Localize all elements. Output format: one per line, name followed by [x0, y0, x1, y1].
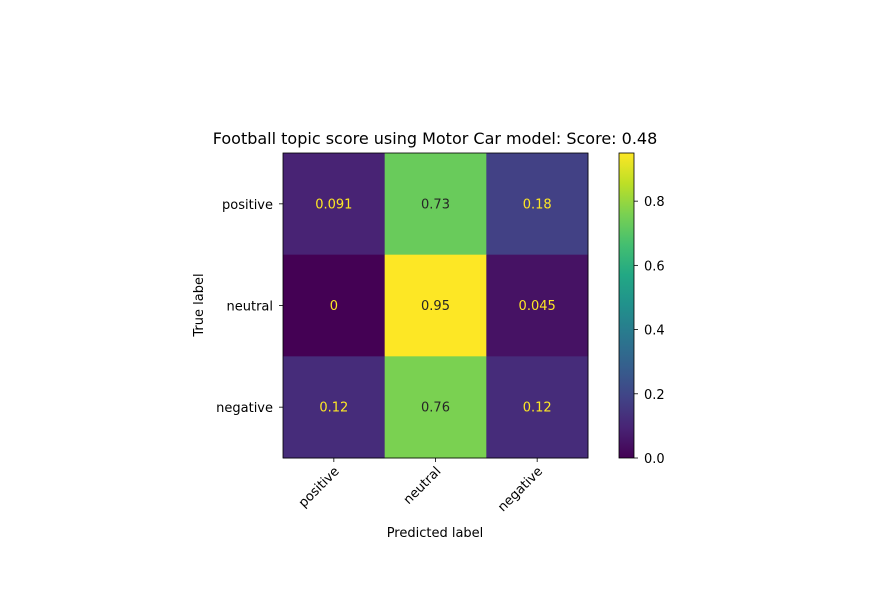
- heatmap-cell: [283, 254, 386, 357]
- x-tick-label: neutral: [401, 464, 444, 507]
- x-axis-label: Predicted label: [387, 526, 484, 541]
- cell-value-label: 0.18: [523, 197, 552, 212]
- y-tick-label: neutral: [227, 300, 274, 315]
- colorbar-tick-label: 0.2: [644, 388, 665, 403]
- heatmap-cell: [384, 153, 487, 256]
- x-axis-ticks: positive neutral negative: [296, 458, 546, 515]
- cell-value-labels: 0.091 0.73 0.18 0 0.95 0.045 0.12 0.76 0.12: [315, 197, 556, 415]
- cell-value-label: 0.045: [519, 299, 556, 314]
- cell-value-label: 0.091: [315, 197, 352, 212]
- colorbar: [619, 153, 634, 458]
- y-tick-label: positive: [222, 198, 273, 213]
- cell-value-label: 0.73: [421, 197, 450, 212]
- y-axis-label: True label: [192, 273, 207, 337]
- heatmap-cell: [283, 356, 386, 459]
- y-axis-ticks: positive neutral negative: [216, 198, 283, 416]
- heatmap-cell: [486, 153, 589, 256]
- colorbar-ticks: 0.0 0.2 0.4 0.6 0.8: [634, 195, 665, 467]
- heatmap-cells: [283, 153, 589, 459]
- colorbar-tick-label: 0.0: [644, 452, 665, 467]
- chart-title: Football topic score using Motor Car mod…: [213, 129, 658, 148]
- heatmap-cell: [384, 356, 487, 459]
- cell-value-label: 0.12: [523, 401, 552, 416]
- heatmap-cell: [486, 356, 589, 459]
- x-tick-label: negative: [495, 464, 546, 515]
- colorbar-tick-label: 0.6: [644, 259, 665, 274]
- colorbar-frame: [618, 152, 635, 459]
- heatmap-cell: [384, 254, 487, 357]
- cell-value-label: 0.95: [421, 299, 450, 314]
- cell-value-label: 0.12: [319, 401, 348, 416]
- cell-value-label: 0.76: [421, 401, 450, 416]
- heatmap-cell: [486, 254, 589, 357]
- heatmap-cell: [283, 153, 386, 256]
- colorbar-tick-label: 0.8: [644, 195, 665, 210]
- colorbar-tick-label: 0.4: [644, 324, 665, 339]
- y-tick-label: negative: [216, 401, 273, 416]
- cell-value-label: 0: [330, 299, 338, 314]
- x-tick-label: positive: [296, 464, 343, 511]
